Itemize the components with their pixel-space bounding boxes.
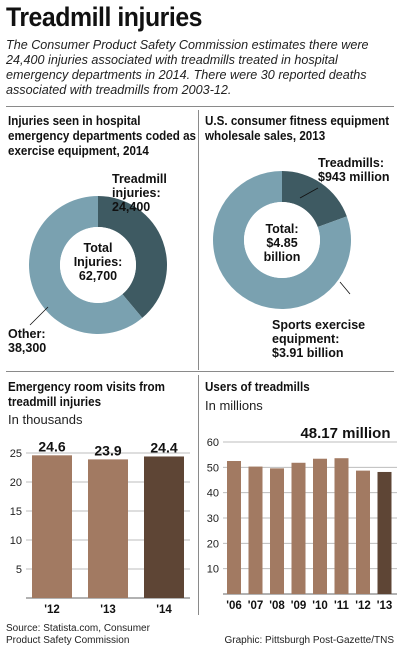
bar2-ytick-1: 20 — [207, 538, 219, 550]
pie2-leader-treadmills — [299, 187, 319, 199]
bar1-ytick-1: 10 — [10, 535, 22, 547]
divider-lower-vertical — [198, 375, 199, 615]
pie1-slice-1 — [29, 196, 143, 334]
bar2-ytick-5: 60 — [207, 437, 219, 449]
bar2-xtick-1: '07 — [248, 600, 264, 612]
bar1-ytick-2: 15 — [10, 506, 22, 518]
pie2-treadmills-line1: Treadmills: — [318, 156, 384, 170]
pie1-slice-0 — [98, 196, 167, 318]
pie1-other-line1: Other: — [8, 327, 46, 341]
bar2-bar-6 — [356, 470, 370, 594]
bar1-subtitle: In thousands — [8, 412, 83, 427]
pie1-treadmill-line2: injuries: — [112, 186, 161, 200]
pie2-treadmills-value: $943 million — [318, 170, 390, 184]
pie2-hole — [244, 202, 320, 278]
pie2-title: U.S. consumer fitness equipment wholesal… — [205, 114, 390, 143]
bar1-xtick-0: '12 — [44, 604, 60, 616]
bar1-title: Emergency room visits from treadmill inj… — [8, 380, 165, 409]
pie1-other-value: 38,300 — [8, 341, 47, 355]
page-title: Treadmill injuries — [6, 2, 203, 32]
divider-middle — [6, 371, 394, 372]
divider-upper-vertical — [198, 110, 199, 370]
pie2-center-line1: Total: — [265, 222, 299, 236]
bar1-xtick-1: '13 — [100, 604, 116, 616]
pie1-center-label: Total Injuries: 62,700 — [58, 241, 138, 283]
bar1-ytick-3: 20 — [10, 477, 22, 489]
pie1-leader-other — [29, 306, 49, 326]
bar2-bar-4 — [313, 458, 327, 594]
pie1-center-line1: Total — [83, 241, 113, 255]
bar2-title: Users of treadmills — [205, 380, 310, 394]
bar2-xtick-7: '13 — [377, 600, 393, 612]
pie2-center-label: Total: $4.85 billion — [246, 222, 318, 264]
bar2-xtick-6: '12 — [355, 600, 371, 612]
bar1-value-label-2: 24.4 — [150, 439, 177, 455]
bar1-value-label-1: 23.9 — [94, 442, 121, 458]
bar1-xtick-2: '14 — [156, 604, 172, 616]
pie2-center-line3: billion — [263, 250, 301, 264]
bar2-highlight-label: 48.17 million — [300, 425, 390, 442]
pie1-treadmill-value: 24,400 — [112, 200, 151, 214]
bar2-bar-1 — [248, 466, 263, 594]
bar2-bar-7 — [377, 471, 392, 594]
pie1-hole — [60, 227, 136, 303]
bar2-ytick-3: 40 — [207, 488, 219, 500]
bar1-bar-0 — [32, 455, 72, 598]
footer-source-line2: Product Safety Commission — [6, 635, 130, 646]
pie2-sports-line1: Sports exercise — [272, 318, 366, 332]
bar2-bar-5 — [334, 458, 349, 594]
pie1-chart — [29, 196, 167, 334]
pie2-slice-1 — [213, 171, 351, 309]
bar2-bar-2 — [270, 468, 284, 594]
pie1-slice-label-other: Other: 38,300 — [8, 327, 46, 355]
pie1-center-line2: Injuries: — [73, 255, 123, 269]
footer-credit: Graphic: Pittsburgh Post-Gazette/TNS — [224, 635, 394, 646]
bar2-ytick-2: 30 — [207, 513, 219, 525]
pie2-center-line2: $4.85 — [266, 236, 298, 250]
bar2-chart: 10 20 30 40 50 60 '06 '07 '08 '09 '10 '11 '12 '13 48.1… — [207, 425, 397, 612]
bar2-xtick-2: '08 — [269, 600, 285, 612]
pie1-treadmill-line1: Treadmill — [112, 172, 167, 186]
pie2-sports-line2: equipment: — [272, 332, 340, 346]
footer-source-line1: Source: Statista.com, Consumer — [6, 623, 150, 634]
bar1-bar-2 — [144, 456, 184, 598]
bar1-bar-1 — [88, 459, 128, 598]
pie2-slice-label-treadmills: Treadmills: $943 million — [318, 156, 390, 184]
bar2-subtitle: In millions — [205, 398, 263, 413]
divider-top — [6, 106, 394, 107]
bar1-value-label-0: 24.6 — [38, 438, 65, 454]
page-subtitle: The Consumer Product Safety Commission e… — [6, 38, 369, 97]
bar2-bar-0 — [227, 461, 241, 594]
pie1-title: Injuries seen in hospital emergency depa… — [8, 114, 197, 158]
pie1-center-line3: 62,700 — [78, 269, 118, 283]
bar1-ytick-0: 5 — [16, 564, 22, 576]
pie2-chart — [213, 171, 351, 309]
bar2-xtick-3: '09 — [291, 600, 307, 612]
bar2-xtick-4: '10 — [312, 600, 328, 612]
pie1-slice-label-treadmill: Treadmill injuries: 24,400 — [112, 172, 167, 214]
pie2-leader-sports — [339, 281, 351, 295]
bar1-ytick-4: 25 — [10, 448, 22, 460]
bar2-xtick-0: '06 — [226, 600, 242, 612]
bar2-xtick-5: '11 — [334, 600, 349, 612]
pie2-slice-0 — [282, 171, 347, 227]
footer-source: Source: Statista.com, Consumer Product S… — [6, 623, 150, 647]
bar2-bar-3 — [291, 462, 306, 594]
pie2-sports-value: $3.91 billion — [272, 346, 344, 360]
bar2-ytick-4: 50 — [207, 462, 219, 474]
bar2-ytick-0: 10 — [207, 564, 219, 576]
bar1-chart: 5 10 15 20 25 '12 24.6 '13 23.9 '14 24.4 — [10, 438, 190, 616]
pie2-slice-label-sports: Sports exercise equipment: $3.91 billion — [272, 318, 365, 360]
